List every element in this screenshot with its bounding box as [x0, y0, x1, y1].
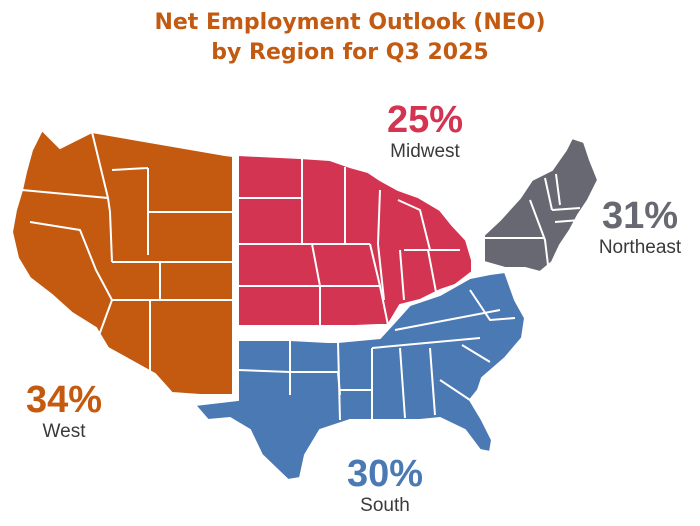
label-south: 30% South: [335, 454, 435, 518]
region-west-borders: [21, 131, 233, 390]
region-northeast: [483, 136, 600, 274]
northeast-name: Northeast: [598, 237, 682, 258]
south-name: South: [360, 495, 410, 516]
map-title-line-1: Net Employment Outlook (NEO): [154, 10, 546, 35]
west-value: 34%: [25, 379, 103, 421]
region-northeast-borders: [484, 173, 581, 266]
label-midwest: 25% Midwest: [360, 100, 490, 164]
northeast-value: 31%: [601, 195, 679, 237]
map-title-line-2: by Region for Q3 2025: [211, 40, 489, 65]
west-name: West: [42, 421, 86, 442]
region-midwest: [237, 153, 473, 327]
region-south: [193, 270, 527, 482]
label-west: 34% West: [14, 380, 114, 444]
region-west: [10, 128, 234, 396]
midwest-value: 25%: [386, 99, 464, 141]
region-south-borders: [237, 289, 516, 421]
label-northeast: 31% Northeast: [580, 196, 700, 260]
south-value: 30%: [346, 453, 424, 495]
region-midwest-borders: [238, 158, 460, 326]
region-south-shape: [193, 270, 527, 482]
midwest-name: Midwest: [390, 141, 460, 162]
map-title: Net Employment Outlook (NEO) by Region f…: [0, 8, 700, 68]
